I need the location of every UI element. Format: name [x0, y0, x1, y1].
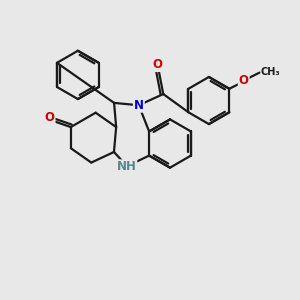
- Text: NH: NH: [116, 160, 136, 173]
- Text: O: O: [239, 74, 249, 87]
- Text: O: O: [45, 110, 55, 124]
- Text: CH₃: CH₃: [261, 67, 280, 77]
- Text: O: O: [152, 58, 162, 71]
- Text: N: N: [134, 99, 144, 112]
